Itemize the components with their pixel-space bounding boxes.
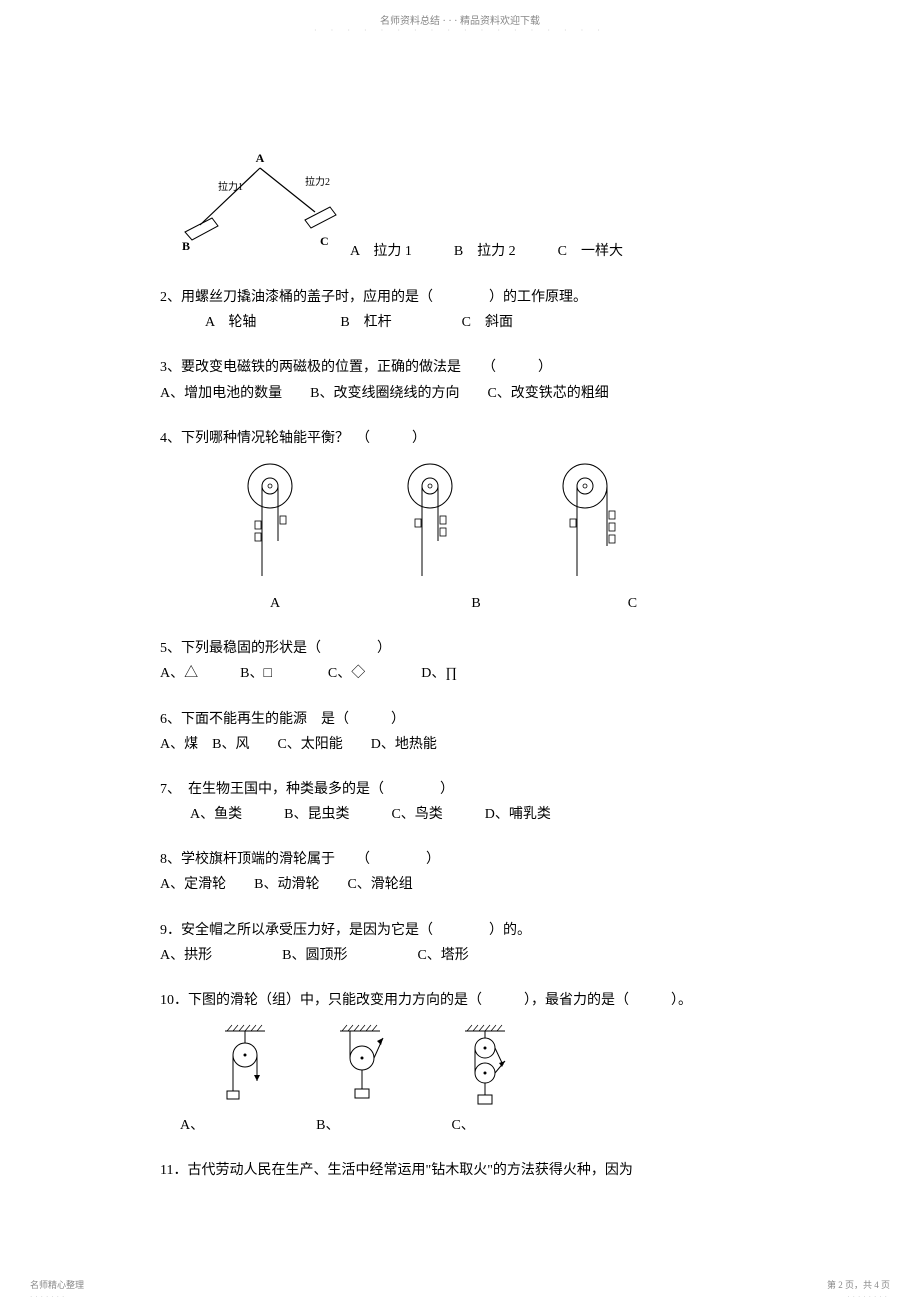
- question-3: 3、要改变电磁铁的两磁极的位置，正确的做法是 （ ） A、增加电池的数量 B、改…: [160, 355, 800, 405]
- q4-label-c: C: [628, 596, 637, 611]
- q10-label-b: B、: [316, 1118, 339, 1133]
- q4-label-a: A: [270, 596, 279, 611]
- q5-options: A、△ B、□ C、◇ D、∏: [160, 661, 800, 686]
- q9-text: 9．安全帽之所以承受压力好，是因为它是（ ）的。: [160, 918, 800, 943]
- q6-options: A、煤 B、风 C、太阳能 D、地热能: [160, 732, 800, 757]
- q4-diagram-c: [560, 461, 620, 581]
- q10-label-a: A、: [180, 1118, 204, 1133]
- footer-dots-right: ········: [847, 1293, 890, 1301]
- q10-diagrams: [215, 1023, 800, 1108]
- question-2: 2、用螺丝刀撬油漆桶的盖子时，应用的是（ ）的工作原理。 A 轮轴 B 杠杆 C…: [160, 285, 800, 335]
- q4-diagrams: [240, 461, 800, 581]
- q4-label-b: B: [471, 596, 480, 611]
- q4-text: 4、下列哪种情况轮轴能平衡？ （ ）: [160, 426, 800, 451]
- question-10: 10．下图的滑轮（组）中，只能改变用力方向的是（ ），最省力的是（ ）。: [160, 988, 800, 1138]
- label-pull2: 拉力2: [305, 175, 330, 188]
- question-8: 8、学校旗杆顶端的滑轮属于 （ ） A、定滑轮 B、动滑轮 C、滑轮组: [160, 847, 800, 897]
- main-content: A 拉力1 拉力2 B C A 拉力 1 B 拉力 2 C 一样大 2、用螺丝刀…: [160, 150, 800, 1204]
- q10-label-c: C、: [451, 1118, 474, 1133]
- question-9: 9．安全帽之所以承受压力好，是因为它是（ ）的。 A、拱形 B、圆顶形 C、塔形: [160, 918, 800, 968]
- q10-diagram-b: [335, 1023, 395, 1103]
- q10-labels: A、 B、 C、: [160, 1113, 800, 1138]
- q2-options: A 轮轴 B 杠杆 C 斜面: [160, 310, 800, 335]
- label-pull1: 拉力1: [218, 180, 243, 193]
- question-5: 5、下列最稳固的形状是（ ） A、△ B、□ C、◇ D、∏: [160, 636, 800, 686]
- header-dots: · · · · · · · · · · · · · · · · · ·: [0, 26, 920, 35]
- q11-text: 11．古代劳动人民在生产、生活中经常运用"钻木取火"的方法获得火种，因为: [160, 1158, 800, 1183]
- label-a: A: [256, 151, 265, 165]
- q4-labels: A B C: [160, 591, 800, 616]
- footer-left: 名师精心整理: [30, 1278, 84, 1291]
- footer-dots-left: ·······: [30, 1293, 67, 1301]
- q9-options: A、拱形 B、圆顶形 C、塔形: [160, 943, 800, 968]
- label-b: B: [182, 239, 190, 250]
- question-6: 6、下面不能再生的能源 是（ ） A、煤 B、风 C、太阳能 D、地热能: [160, 707, 800, 757]
- q5-text: 5、下列最稳固的形状是（ ）: [160, 636, 800, 661]
- q7-options: A、鱼类 B、昆虫类 C、鸟类 D、哺乳类: [160, 802, 800, 827]
- question-7: 7、 在生物王国中，种类最多的是（ ） A、鱼类 B、昆虫类 C、鸟类 D、哺乳…: [160, 777, 800, 827]
- q8-options: A、定滑轮 B、动滑轮 C、滑轮组: [160, 872, 800, 897]
- q10-diagram-c: [455, 1023, 515, 1108]
- label-c: C: [320, 234, 329, 248]
- q8-text: 8、学校旗杆顶端的滑轮属于 （ ）: [160, 847, 800, 872]
- question-4: 4、下列哪种情况轮轴能平衡？ （ ）: [160, 426, 800, 616]
- q7-text: 7、 在生物王国中，种类最多的是（ ）: [160, 777, 800, 802]
- q10-text: 10．下图的滑轮（组）中，只能改变用力方向的是（ ），最省力的是（ ）。: [160, 988, 800, 1013]
- q6-text: 6、下面不能再生的能源 是（ ）: [160, 707, 800, 732]
- q4-diagram-a: [240, 461, 300, 581]
- header-text: 名师资料总结 · · · 精品资料欢迎下载: [0, 12, 920, 27]
- q10-diagram-a: [215, 1023, 275, 1103]
- q3-options: A、增加电池的数量 B、改变线圈绕线的方向 C、改变铁芯的粗细: [160, 381, 800, 406]
- q4-diagram-b: [400, 461, 460, 581]
- q2-text: 2、用螺丝刀撬油漆桶的盖子时，应用的是（ ）的工作原理。: [160, 285, 800, 310]
- footer-right: 第 2 页，共 4 页: [827, 1278, 890, 1291]
- question-11: 11．古代劳动人民在生产、生活中经常运用"钻木取火"的方法获得火种，因为: [160, 1158, 800, 1183]
- q3-text: 3、要改变电磁铁的两磁极的位置，正确的做法是 （ ）: [160, 355, 800, 380]
